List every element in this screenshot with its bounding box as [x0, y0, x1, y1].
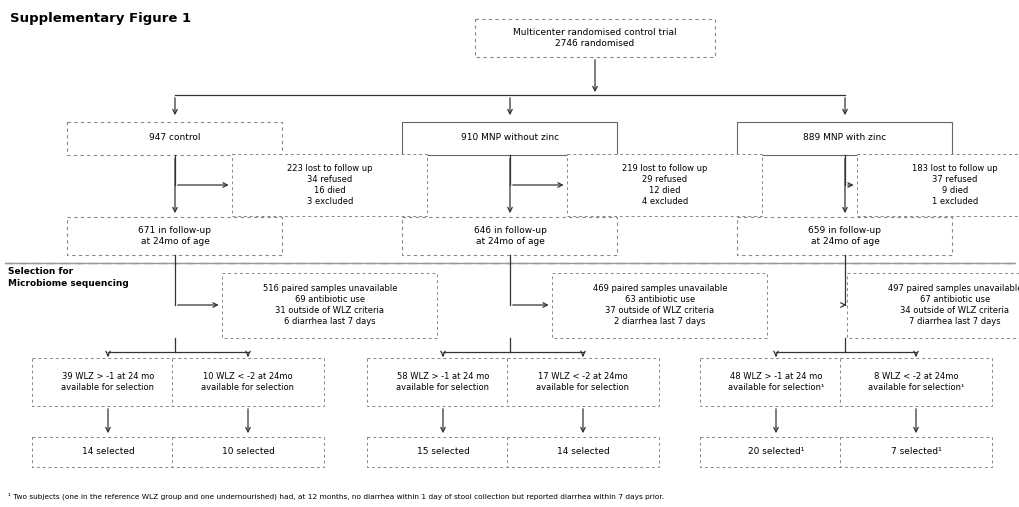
FancyBboxPatch shape — [67, 122, 282, 155]
FancyBboxPatch shape — [172, 437, 324, 467]
Text: 10 selected: 10 selected — [221, 448, 274, 456]
FancyBboxPatch shape — [847, 272, 1019, 338]
Text: Multicenter randomised control trial
2746 randomised: Multicenter randomised control trial 274… — [513, 28, 677, 48]
FancyBboxPatch shape — [32, 358, 183, 406]
FancyBboxPatch shape — [172, 358, 324, 406]
Text: 219 lost to follow up
29 refused
12 died
4 excluded: 219 lost to follow up 29 refused 12 died… — [622, 164, 707, 206]
FancyBboxPatch shape — [32, 437, 183, 467]
Text: 58 WLZ > -1 at 24 mo
available for selection: 58 WLZ > -1 at 24 mo available for selec… — [396, 372, 489, 392]
FancyBboxPatch shape — [367, 358, 519, 406]
Text: 947 control: 947 control — [149, 133, 201, 142]
FancyBboxPatch shape — [699, 437, 851, 467]
FancyBboxPatch shape — [367, 437, 519, 467]
FancyBboxPatch shape — [506, 437, 658, 467]
FancyBboxPatch shape — [232, 154, 427, 216]
FancyBboxPatch shape — [737, 217, 952, 255]
Text: 223 lost to follow up
34 refused
16 died
3 excluded: 223 lost to follow up 34 refused 16 died… — [287, 164, 372, 206]
Text: 8 WLZ < -2 at 24mo
available for selection¹: 8 WLZ < -2 at 24mo available for selecti… — [867, 372, 963, 392]
Text: 659 in follow-up
at 24mo of age: 659 in follow-up at 24mo of age — [808, 226, 880, 246]
FancyBboxPatch shape — [506, 358, 658, 406]
FancyBboxPatch shape — [737, 122, 952, 155]
FancyBboxPatch shape — [403, 122, 616, 155]
Text: 48 WLZ > -1 at 24 mo
available for selection¹: 48 WLZ > -1 at 24 mo available for selec… — [728, 372, 823, 392]
Text: 10 WLZ < -2 at 24mo
available for selection: 10 WLZ < -2 at 24mo available for select… — [202, 372, 294, 392]
Text: 39 WLZ > -1 at 24 mo
available for selection: 39 WLZ > -1 at 24 mo available for selec… — [61, 372, 154, 392]
FancyBboxPatch shape — [840, 358, 991, 406]
FancyBboxPatch shape — [857, 154, 1019, 216]
FancyBboxPatch shape — [67, 217, 282, 255]
FancyBboxPatch shape — [403, 217, 616, 255]
Text: 469 paired samples unavailable
63 antibiotic use
37 outside of WLZ criteria
2 di: 469 paired samples unavailable 63 antibi… — [592, 284, 727, 326]
FancyBboxPatch shape — [552, 272, 766, 338]
Text: 14 selected: 14 selected — [556, 448, 608, 456]
Text: 183 lost to follow up
37 refused
9 died
1 excluded: 183 lost to follow up 37 refused 9 died … — [911, 164, 997, 206]
Text: 20 selected¹: 20 selected¹ — [747, 448, 803, 456]
Text: 889 MNP with zinc: 889 MNP with zinc — [803, 133, 886, 142]
Text: 7 selected¹: 7 selected¹ — [890, 448, 941, 456]
Text: 14 selected: 14 selected — [82, 448, 135, 456]
Text: 15 selected: 15 selected — [416, 448, 469, 456]
Text: Supplementary Figure 1: Supplementary Figure 1 — [10, 12, 191, 25]
Text: 646 in follow-up
at 24mo of age: 646 in follow-up at 24mo of age — [473, 226, 546, 246]
Text: 17 WLZ < -2 at 24mo
available for selection: 17 WLZ < -2 at 24mo available for select… — [536, 372, 629, 392]
Text: ¹ Two subjects (one in the reference WLZ group and one undernourished) had, at 1: ¹ Two subjects (one in the reference WLZ… — [8, 493, 663, 500]
FancyBboxPatch shape — [840, 437, 991, 467]
FancyBboxPatch shape — [475, 19, 714, 57]
Text: 516 paired samples unavailable
69 antibiotic use
31 outside of WLZ criteria
6 di: 516 paired samples unavailable 69 antibi… — [263, 284, 396, 326]
Text: 910 MNP without zinc: 910 MNP without zinc — [461, 133, 558, 142]
Text: 497 paired samples unavailable
67 antibiotic use
34 outside of WLZ criteria
7 di: 497 paired samples unavailable 67 antibi… — [887, 284, 1019, 326]
Text: 671 in follow-up
at 24mo of age: 671 in follow-up at 24mo of age — [139, 226, 211, 246]
FancyBboxPatch shape — [699, 358, 851, 406]
Text: Selection for
Microbiome sequencing: Selection for Microbiome sequencing — [8, 267, 128, 288]
FancyBboxPatch shape — [567, 154, 762, 216]
FancyBboxPatch shape — [222, 272, 437, 338]
